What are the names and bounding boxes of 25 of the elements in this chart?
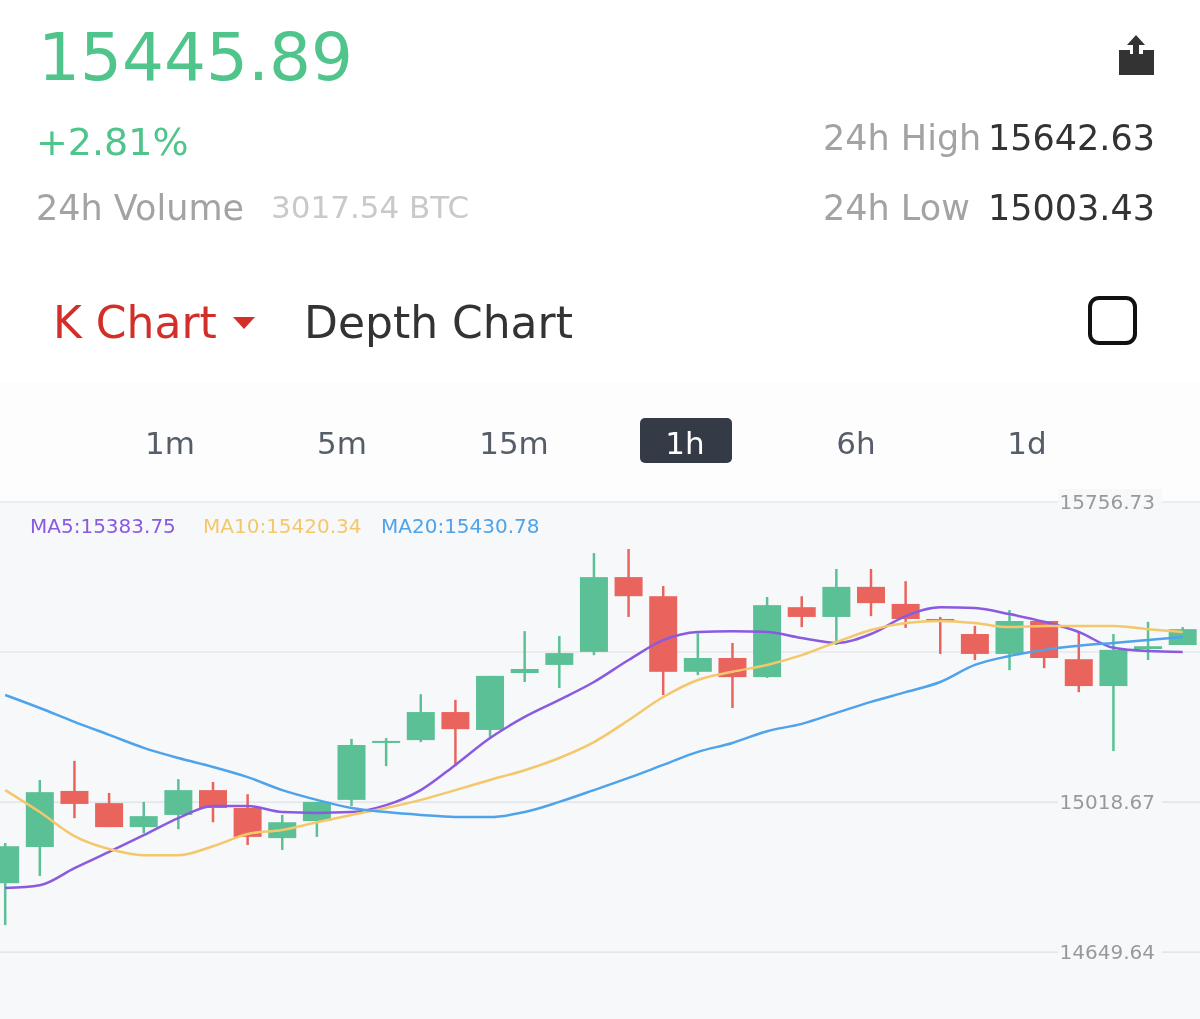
text: MA10:15420.34 (203, 514, 362, 538)
text: K Chart (53, 297, 217, 348)
text: 1m (145, 425, 195, 461)
candlestick (372, 736, 401, 768)
text: 5m (317, 425, 367, 461)
text: 15003.43 (987, 188, 1155, 228)
text: Depth Chart (304, 297, 573, 348)
text: 15m (479, 425, 549, 461)
text: 24h Low (823, 188, 970, 228)
y-tick-label: 15756.73 (1059, 490, 1155, 514)
chart-title: 15445.89 (38, 19, 353, 96)
text: 24h High (823, 118, 982, 158)
text: 1d (1007, 425, 1047, 461)
candlestick (129, 800, 158, 835)
text: MA5:15383.75 (30, 514, 176, 538)
text: 15642.63 (987, 118, 1155, 158)
y-tick-label: 14649.64 (1059, 940, 1155, 965)
y-tick-label: 15018.67 (1059, 790, 1155, 815)
chart-subtitle: +2.81% (36, 120, 189, 164)
text: MA20:15430.78 (381, 514, 540, 538)
text: 1h (665, 425, 705, 461)
text: 6h (836, 425, 876, 461)
line-series (3, 605, 1184, 890)
candlestick (510, 629, 539, 684)
text: 24h Volume (36, 188, 245, 228)
